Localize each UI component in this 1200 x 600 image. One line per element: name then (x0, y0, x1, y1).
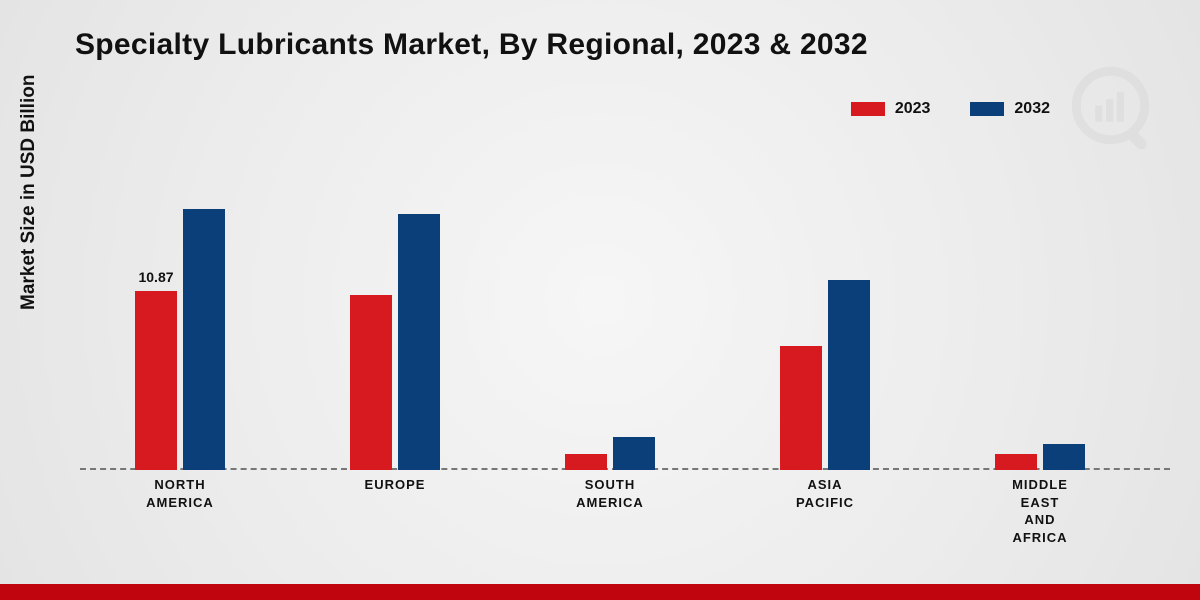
plot-area: 10.87 (80, 140, 1170, 470)
bar-2032 (828, 280, 870, 470)
bar-value-label: 10.87 (138, 269, 173, 285)
bar-group (530, 437, 690, 470)
x-tick-label: NORTHAMERICA (100, 476, 260, 511)
legend: 2023 2032 (851, 100, 1050, 118)
legend-label-2032: 2032 (1014, 100, 1050, 118)
bar-2023 (565, 454, 607, 471)
legend-label-2023: 2023 (895, 100, 931, 118)
bar-group (315, 214, 475, 470)
legend-item-2023: 2023 (851, 100, 931, 118)
bar-2023: 10.87 (135, 291, 177, 470)
bar-group: 10.87 (100, 209, 260, 470)
bar-2023 (350, 295, 392, 470)
x-tick-label: SOUTHAMERICA (530, 476, 690, 511)
bar-group (960, 444, 1120, 470)
x-tick-label: ASIAPACIFIC (745, 476, 905, 511)
bar-2032 (613, 437, 655, 470)
x-axis-labels: NORTHAMERICA EUROPE SOUTHAMERICA ASIAPACIFI… (80, 476, 1170, 556)
bar-2023 (780, 346, 822, 470)
y-axis-label: Market Size in USD Billion (18, 75, 40, 310)
bar-2032 (1043, 444, 1085, 470)
legend-swatch-2023 (851, 102, 885, 116)
bar-group (745, 280, 905, 470)
bar-2032 (183, 209, 225, 470)
bar-2023 (995, 454, 1037, 471)
chart-canvas: Specialty Lubricants Market, By Regional… (0, 0, 1200, 600)
chart-title: Specialty Lubricants Market, By Regional… (75, 28, 868, 62)
legend-item-2032: 2032 (970, 100, 1050, 118)
legend-swatch-2032 (970, 102, 1004, 116)
x-tick-label: MIDDLEEASTANDAFRICA (960, 476, 1120, 546)
footer-accent-bar (0, 584, 1200, 600)
x-tick-label: EUROPE (315, 476, 475, 494)
bar-2032 (398, 214, 440, 470)
